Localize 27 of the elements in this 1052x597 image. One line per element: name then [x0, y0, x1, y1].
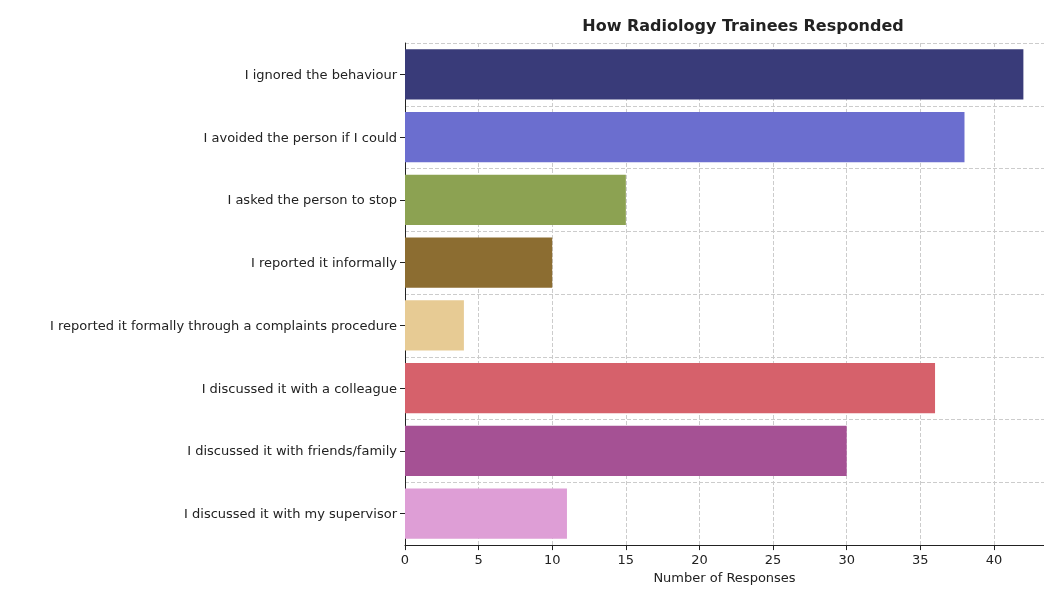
- x-tick-label: 35: [912, 552, 929, 568]
- x-tick-label: 25: [764, 552, 782, 568]
- y-tick-label: I asked the person to stop: [227, 192, 397, 208]
- bar: [405, 363, 936, 414]
- x-tick-label: 5: [474, 552, 483, 568]
- bar: [405, 488, 567, 539]
- y-tick-label: I discussed it with friends/family: [187, 443, 398, 459]
- y-tick-label: I ignored the behaviour: [244, 66, 398, 82]
- x-tick-label: 20: [691, 552, 708, 568]
- bar: [405, 300, 464, 351]
- x-tick-label: 40: [985, 552, 1003, 568]
- y-tick-label: I discussed it with my supervisor: [184, 506, 398, 522]
- x-tick-label: 15: [617, 552, 635, 568]
- x-tick-label: 10: [543, 552, 561, 568]
- y-tick-label: I reported it informally: [251, 255, 398, 271]
- y-tick-label: I discussed it with a colleague: [201, 380, 397, 396]
- x-tick-label: 30: [838, 552, 855, 568]
- x-axis-title: Number of Responses: [653, 570, 796, 585]
- y-tick-label: I reported it formally through a complaints procedure: [50, 317, 397, 333]
- bar: [405, 425, 847, 477]
- bar: [405, 174, 626, 226]
- bar: [405, 112, 965, 163]
- bar: [405, 49, 1024, 100]
- bar: [405, 237, 553, 288]
- chart-title: How Radiology Trainees Responded: [582, 15, 904, 35]
- x-tick-label: 0: [400, 552, 410, 568]
- y-tick-label: I avoided the person if I could: [203, 129, 397, 145]
